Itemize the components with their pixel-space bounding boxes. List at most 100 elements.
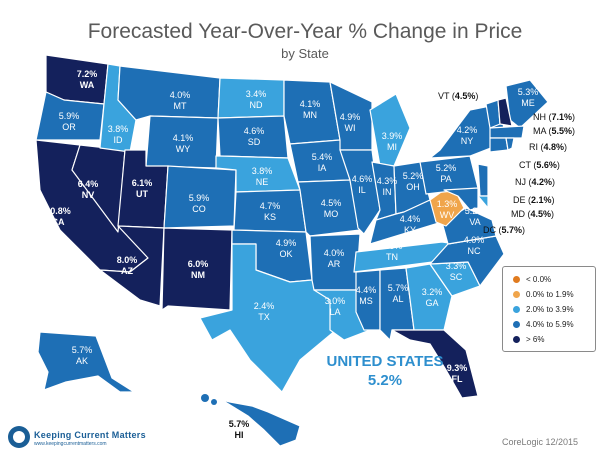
state-il (339, 149, 381, 235)
label-md: MD (4.5%) (511, 209, 555, 219)
label-ms: 4.4% MS (356, 285, 377, 307)
abbr-sc: SC (449, 272, 463, 282)
value-nj: 4.2% (531, 177, 553, 187)
abbr-al: AL (392, 294, 404, 304)
abbr-ak: AK (75, 356, 89, 366)
state-nh (497, 97, 513, 127)
abbr-in: IN (382, 187, 392, 197)
value-ms: 4.4% (355, 285, 377, 295)
legend-label-high: 4.0% to 5.9% (526, 320, 574, 329)
state-ma (489, 125, 525, 139)
legend-swatch-top (513, 336, 520, 344)
abbr-oh: OH (406, 182, 420, 192)
value-nv: 6.4% (77, 179, 99, 189)
value-pa: 5.2% (435, 163, 457, 173)
abbr-ny: NY (460, 136, 474, 146)
label-wv: 1.3% WV (437, 199, 458, 221)
label-fl: 9.3% FL (447, 363, 468, 385)
label-ca: 10.8% CA (45, 206, 71, 228)
label-ny: 4.2% NY (457, 125, 478, 147)
map-title: Forecasted Year-Over-Year % Change in Pr… (87, 20, 523, 43)
label-wi: 4.9% WI (340, 112, 361, 134)
abbr-ar: AR (327, 259, 341, 269)
us-value: 5.2% (367, 372, 403, 389)
legend-item-low: 0.0% to 1.9% (513, 290, 574, 299)
abbr-ia: IA (317, 163, 327, 173)
map-subtitle: by State (281, 46, 329, 61)
abbr-tn: TN (385, 252, 398, 262)
label-wy: 4.1% WY (173, 133, 194, 155)
abbr-mn: MN (302, 110, 317, 120)
abbr-sd: SD (247, 137, 261, 147)
state-ri (505, 137, 515, 151)
value-ak: 5.7% (71, 345, 93, 355)
state-nj (477, 163, 489, 197)
value-az: 8.0% (116, 255, 138, 265)
value-ut: 6.1% (131, 178, 153, 188)
abbr-wy: WY (175, 144, 191, 154)
label-il: 4.6% IL (352, 174, 373, 196)
legend-label-mid: 2.0% to 3.9% (526, 305, 574, 314)
label-ma: MA (5.5%) (533, 126, 576, 136)
label-ky: 4.4% KY (400, 214, 421, 236)
value-sd: 4.6% (243, 126, 265, 136)
label-ri: RI (4.8%) (529, 142, 568, 152)
value-wa: 7.2% (76, 69, 98, 79)
label-ks: 4.7% KS (260, 201, 281, 223)
value-ar: 4.0% (323, 248, 345, 258)
legend-item-high: 4.0% to 5.9% (513, 320, 574, 329)
value-ga: 3.2% (421, 287, 443, 297)
label-mn: 4.1% MN (300, 99, 321, 121)
label-va: 5.2% VA (465, 206, 486, 228)
hi-island-0 (201, 394, 209, 402)
abbr-wi: WI (344, 123, 356, 133)
legend-label-neg: < 0.0% (526, 275, 552, 284)
label-id: 3.8% ID (108, 124, 129, 146)
legend-item-mid: 2.0% to 3.9% (513, 305, 574, 314)
label-ut: 6.1% UT (132, 178, 153, 200)
legend: < 0.0% 0.0% to 1.9% 2.0% to 3.9% 4.0% to… (502, 266, 596, 352)
value-id: 3.8% (107, 124, 129, 134)
value-nc: 4.0% (463, 235, 485, 245)
state-ga (405, 263, 453, 331)
logo-url: www.keepingcurrentmatters.com (34, 441, 107, 447)
value-ma: 5.5% (551, 126, 573, 136)
abbr-ca: CA (51, 217, 65, 227)
abbr-co: CO (192, 204, 206, 214)
value-mi: 3.9% (381, 131, 403, 141)
value-nd: 3.4% (245, 89, 267, 99)
abbr-ms: MS (359, 296, 373, 306)
abbr-nv: NV (81, 190, 95, 200)
value-ks: 4.7% (259, 201, 281, 211)
value-hi: 5.7% (228, 419, 250, 429)
label-nh: NH (7.1%) (533, 112, 576, 122)
abbr-or: OR (62, 122, 76, 132)
value-dc: 5.7% (501, 225, 523, 235)
legend-swatch-mid (513, 306, 520, 314)
abbr-ok: OK (279, 249, 293, 259)
label-de: DE (2.1%) (513, 195, 555, 205)
state-fl (391, 329, 479, 399)
abbr-wv: WV (439, 210, 455, 220)
value-ri: 4.8% (543, 142, 565, 152)
label-co: 5.9% CO (189, 193, 210, 215)
label-sd: 4.6% SD (244, 126, 265, 148)
label-ct: CT (5.6%) (519, 160, 560, 170)
value-ky: 4.4% (399, 214, 421, 224)
state-ak (37, 331, 135, 393)
value-mo: 4.5% (320, 198, 342, 208)
abbr-ut: UT (135, 189, 148, 199)
label-ok: 4.9% OK (276, 238, 297, 260)
value-de: 2.1% (531, 195, 552, 205)
state-ct (489, 137, 509, 153)
value-ne: 3.8% (251, 166, 273, 176)
logo-name: Keeping Current Matters (34, 430, 146, 440)
abbr-va: VA (469, 217, 481, 227)
label-nv: 6.4% NV (78, 179, 99, 201)
value-co: 5.9% (188, 193, 210, 203)
label-hi: 5.7% HI (229, 419, 250, 441)
abbr-nd: ND (249, 100, 263, 110)
value-ny: 4.2% (456, 125, 478, 135)
abbr-az: AZ (120, 266, 133, 276)
value-wv: 1.3% (436, 199, 458, 209)
